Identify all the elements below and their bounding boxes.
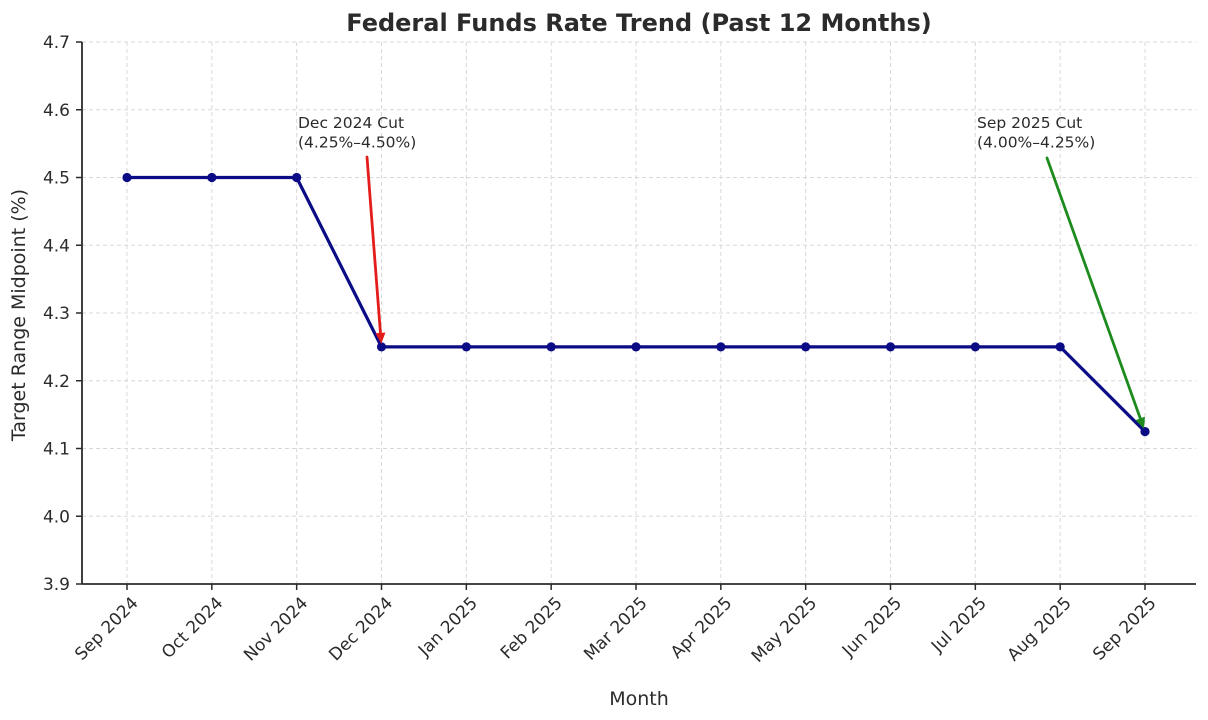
data-point-marker — [292, 172, 302, 183]
x-tick-label: May 2025 — [748, 593, 821, 666]
x-tick-label: Sep 2025 — [1089, 593, 1160, 664]
grid-layer — [82, 41, 1196, 585]
y-tick-label: 4.5 — [43, 169, 70, 189]
y-tick-label: 4.6 — [43, 101, 70, 121]
data-point-marker — [716, 342, 726, 352]
x-tick-label: Jan 2025 — [414, 593, 482, 661]
sep-2025-cut-label-line: (4.00%–4.25%) — [977, 134, 1095, 152]
data-point-marker — [1140, 426, 1150, 437]
data-point-marker — [461, 342, 471, 352]
series-layer — [122, 172, 1150, 437]
data-point-marker — [1055, 342, 1065, 352]
y-axis-title: Target Range Midpoint (%) — [8, 189, 30, 442]
x-tick-label: Aug 2025 — [1004, 593, 1076, 665]
x-tick-label: Nov 2024 — [240, 593, 312, 665]
data-point-marker — [546, 342, 556, 352]
y-tick-label: 4.7 — [43, 33, 70, 53]
y-tick-label: 4.2 — [43, 372, 70, 392]
x-tick-label: Mar 2025 — [580, 593, 651, 664]
y-tick-label: 4.1 — [43, 440, 70, 460]
dec-2024-cut-arrow-shaft — [365, 155, 382, 335]
dec-2024-cut-arrow-head — [375, 332, 386, 344]
data-point-marker — [207, 172, 217, 183]
data-point-marker — [631, 342, 641, 352]
sep-2025-cut-arrow-head — [1135, 416, 1145, 429]
x-axis-title: Month — [609, 688, 669, 710]
y-tick-label: 4.4 — [43, 236, 70, 256]
x-tick-label: Dec 2024 — [325, 593, 397, 665]
data-point-marker — [122, 172, 132, 183]
chart-title: Federal Funds Rate Trend (Past 12 Months… — [346, 9, 931, 37]
x-tick-label: Jul 2025 — [927, 593, 991, 657]
data-point-marker — [376, 342, 387, 352]
data-point-marker — [885, 342, 896, 352]
y-tick-label: 4.3 — [43, 304, 70, 324]
annotation-layer: Dec 2024 Cut (4.25%–4.50%) Sep 2025 Cut (4.… — [298, 114, 1145, 429]
sep-2025-cut-arrow-shaft — [1045, 156, 1142, 420]
x-tick-label: Oct 2024 — [158, 593, 227, 662]
sep-2025-cut-label-line: Sep 2025 Cut — [977, 114, 1082, 132]
y-tick-label: 4.0 — [43, 507, 70, 527]
x-tick-label: Apr 2025 — [667, 593, 736, 662]
data-point-marker — [801, 342, 811, 352]
x-tick-label: Sep 2024 — [71, 593, 142, 664]
dec-2024-cut-label-line: (4.25%–4.50%) — [298, 134, 416, 152]
x-tick-label: Jun 2025 — [838, 593, 906, 661]
x-tick-label: Feb 2025 — [497, 593, 567, 663]
y-tick-label: 3.9 — [43, 575, 70, 595]
data-point-marker — [970, 342, 980, 352]
dec-2024-cut-label-line: Dec 2024 Cut — [298, 114, 404, 132]
axes-layer — [76, 41, 1196, 590]
